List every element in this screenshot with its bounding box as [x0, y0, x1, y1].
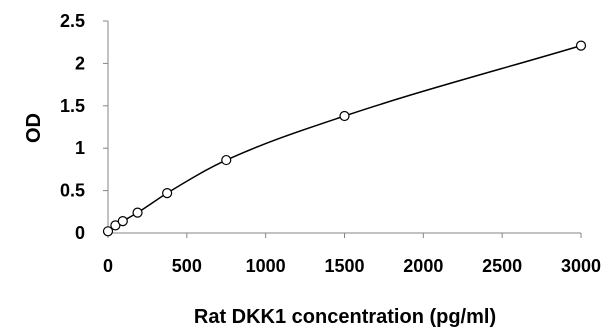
fit-curve [107, 44, 582, 232]
x-axis-title: Rat DKK1 concentration (pg/ml) [194, 306, 496, 328]
data-point [132, 207, 143, 218]
data-point [575, 40, 587, 51]
x-tick-label: 2000 [403, 256, 443, 276]
x-tick-label: 0 [103, 256, 113, 276]
data-point [102, 226, 114, 237]
x-tick-label: 1500 [324, 256, 364, 276]
y-axis-title: OD [23, 113, 45, 143]
y-tick-label: 0 [75, 223, 85, 243]
y-tick-label: 1.5 [60, 96, 85, 116]
y-tick-label: 0.5 [60, 181, 85, 201]
x-tick-label: 3000 [561, 256, 601, 276]
data-point [117, 216, 128, 227]
data-point [339, 110, 350, 122]
y-tick-label: 2 [75, 53, 85, 73]
y-tick-label: 1 [75, 138, 85, 158]
plot-area: 0 0.5 1 1.5 2 2.5 0 500 1000 1500 2000 2500 3000 [60, 11, 601, 276]
x-tick-label: 500 [172, 256, 202, 276]
data-point [110, 220, 121, 231]
x-tick-label: 2500 [482, 256, 522, 276]
data-point [221, 154, 232, 166]
x-tick-label: 1000 [246, 256, 286, 276]
y-tick-label: 2.5 [60, 11, 85, 31]
data-point [162, 188, 173, 199]
